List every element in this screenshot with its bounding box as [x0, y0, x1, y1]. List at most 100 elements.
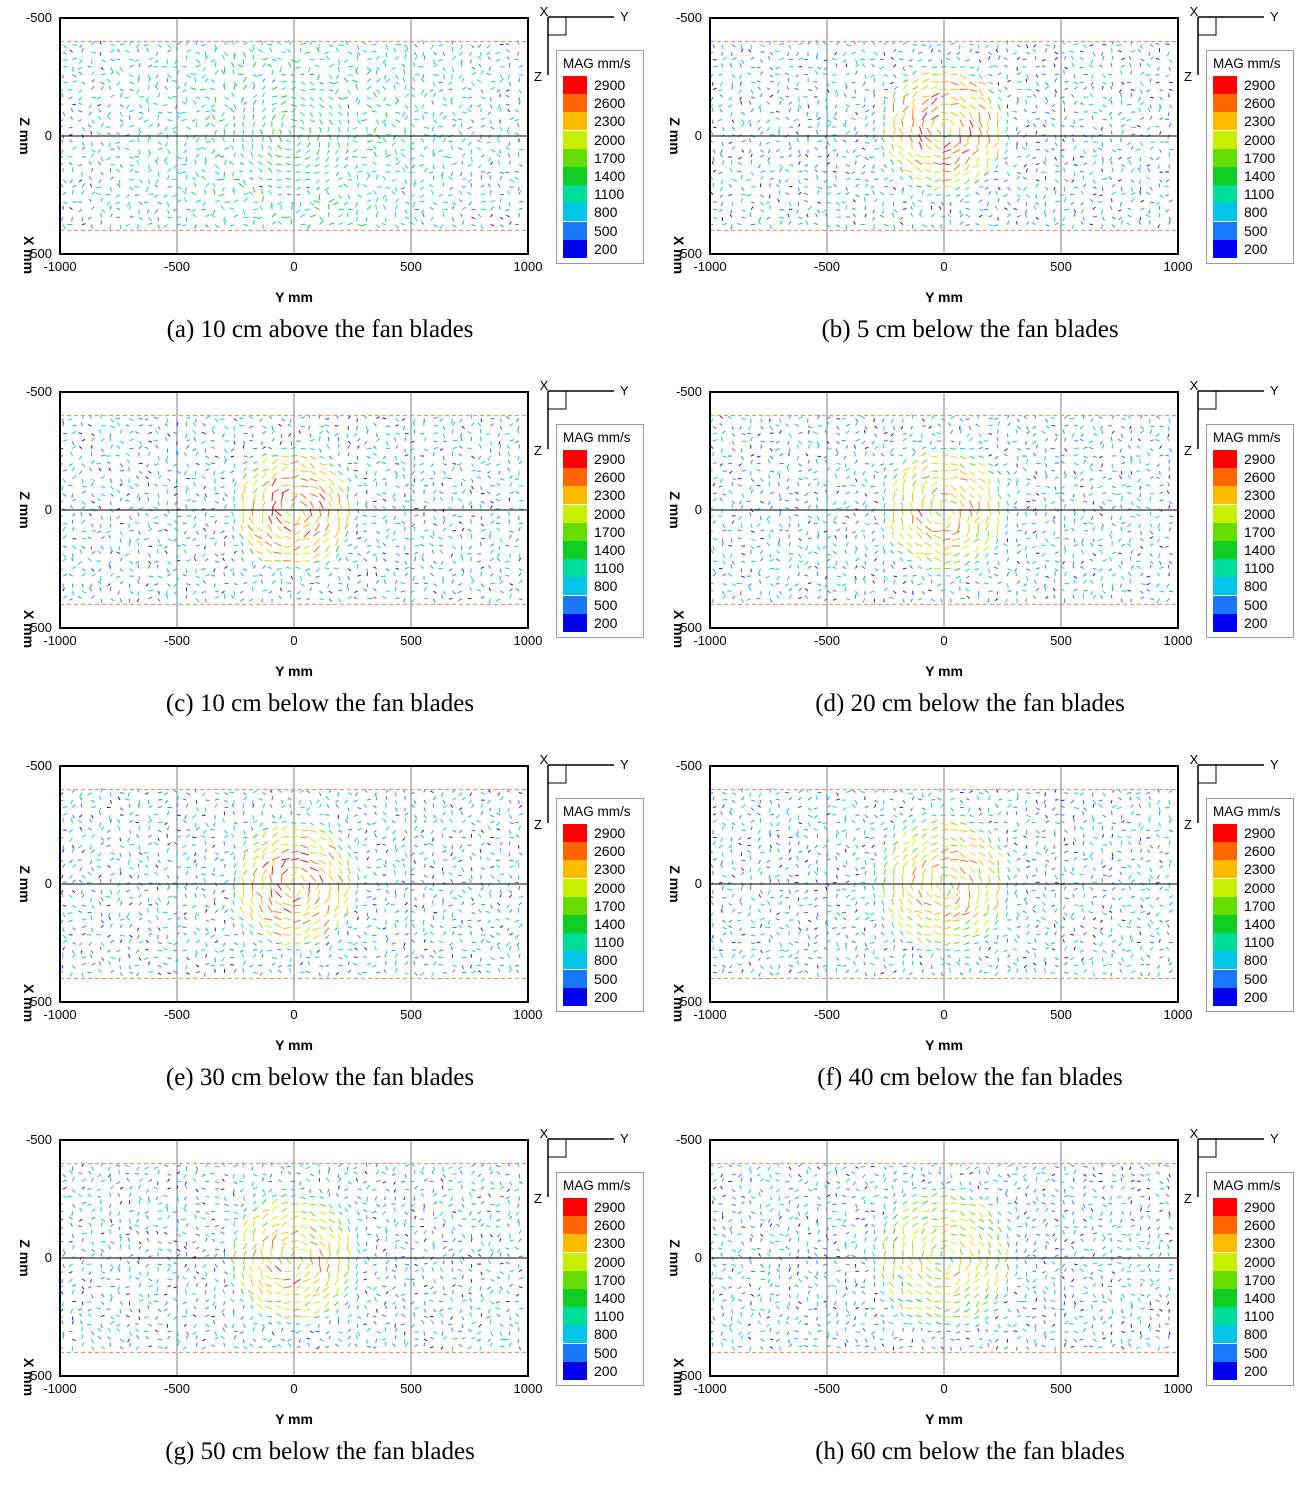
vector-arrow — [327, 583, 330, 588]
vector-arrow — [218, 155, 225, 158]
vector-arrow — [760, 209, 765, 213]
vector-arrow — [366, 205, 372, 210]
vector-arrow — [373, 504, 377, 509]
vector-arrow — [760, 440, 765, 443]
vector-arrow — [727, 573, 733, 577]
vector-arrow — [91, 59, 93, 64]
vector-arrow — [442, 66, 446, 72]
vector-arrow — [978, 447, 983, 450]
vector-arrow — [393, 530, 396, 536]
vector-arrow — [258, 573, 263, 577]
vector-arrow — [110, 425, 116, 429]
vector-arrow — [750, 489, 754, 494]
vector-arrow — [1130, 50, 1136, 53]
vector-arrow — [479, 542, 482, 547]
vector-arrow — [267, 161, 273, 165]
vector-arrow — [448, 535, 453, 539]
vector-arrow — [798, 440, 803, 445]
legend-item: 800 — [563, 577, 641, 596]
vector-arrow — [314, 171, 320, 174]
vector-arrow — [79, 446, 83, 449]
vector-arrow — [871, 111, 875, 116]
vector-arrow — [514, 119, 520, 122]
y-axis-title: Z mm — [17, 491, 33, 528]
vector-arrow — [817, 116, 821, 120]
vector-arrow — [807, 425, 812, 429]
vector-arrow — [395, 424, 399, 427]
vector-arrow — [262, 115, 266, 120]
vector-arrow — [997, 560, 1000, 566]
vector-arrow — [890, 418, 894, 424]
vector-arrow — [1164, 118, 1170, 121]
vector-arrow — [1007, 583, 1009, 589]
vector-arrow — [786, 575, 790, 581]
vector-arrow — [488, 587, 491, 592]
vector-arrow — [107, 115, 111, 120]
vector-arrow — [307, 141, 311, 148]
vector-arrow — [806, 111, 809, 116]
vector-arrow — [1130, 198, 1135, 203]
vector-arrow — [1168, 104, 1173, 109]
vector-arrow — [822, 171, 828, 173]
vector-arrow — [326, 444, 330, 449]
vector-arrow — [1060, 149, 1065, 151]
vector-arrow — [125, 194, 130, 198]
vector-arrow — [1004, 161, 1008, 165]
vector-arrow — [978, 440, 983, 445]
vector-arrow — [271, 128, 275, 135]
vector-arrow — [404, 54, 407, 60]
vector-arrow — [68, 162, 73, 165]
vector-arrow — [509, 553, 512, 558]
vector-arrow — [91, 478, 96, 482]
vector-arrow — [880, 168, 885, 173]
vector-arrow — [382, 86, 387, 90]
vector-arrow — [154, 184, 159, 188]
vector-arrow — [766, 100, 771, 105]
legend-swatch — [563, 185, 587, 204]
legend-swatch — [1213, 239, 1237, 258]
vector-arrow — [262, 480, 270, 487]
vector-arrow — [1146, 191, 1151, 195]
vector-arrow — [486, 141, 491, 144]
vector-arrow — [845, 467, 851, 472]
vector-arrow — [953, 560, 961, 564]
vector-arrow — [62, 493, 67, 497]
vector-arrow — [362, 523, 368, 525]
vector-arrow — [230, 455, 235, 458]
vector-arrow — [1118, 564, 1122, 569]
vector-arrow — [366, 455, 371, 459]
vector-arrow — [836, 583, 841, 587]
vector-arrow — [62, 595, 67, 599]
vector-arrow — [164, 160, 168, 165]
vector-arrow — [243, 209, 245, 215]
vector-arrow — [1168, 216, 1172, 221]
vector-arrow — [836, 418, 841, 420]
vector-arrow — [276, 201, 282, 206]
legend-item: 500 — [563, 595, 641, 614]
vector-arrow — [137, 564, 140, 569]
vector-arrow — [910, 425, 913, 430]
vector-arrow — [871, 440, 875, 445]
vector-arrow — [442, 208, 449, 211]
vector-arrow — [959, 428, 962, 434]
vector-arrow — [251, 136, 254, 143]
vector-arrow — [62, 422, 65, 427]
vector-arrow — [1167, 564, 1170, 569]
vector-arrow — [249, 48, 254, 53]
vector-arrow — [864, 115, 868, 120]
x-tick-label: -500 — [814, 259, 840, 274]
vector-arrow — [129, 186, 134, 191]
vector-arrow — [328, 598, 333, 602]
vector-arrow — [912, 460, 919, 464]
vector-arrow — [718, 485, 723, 488]
vector-arrow — [910, 206, 913, 210]
legend-label: 500 — [1244, 222, 1268, 239]
vector-arrow — [183, 149, 187, 154]
vector-arrow — [450, 100, 453, 105]
vector-arrow — [315, 581, 320, 585]
vector-arrow — [173, 485, 178, 489]
vector-arrow — [165, 459, 168, 464]
vector-arrow — [880, 463, 885, 466]
vector-arrow — [1098, 544, 1103, 547]
vector-arrow — [756, 80, 761, 83]
